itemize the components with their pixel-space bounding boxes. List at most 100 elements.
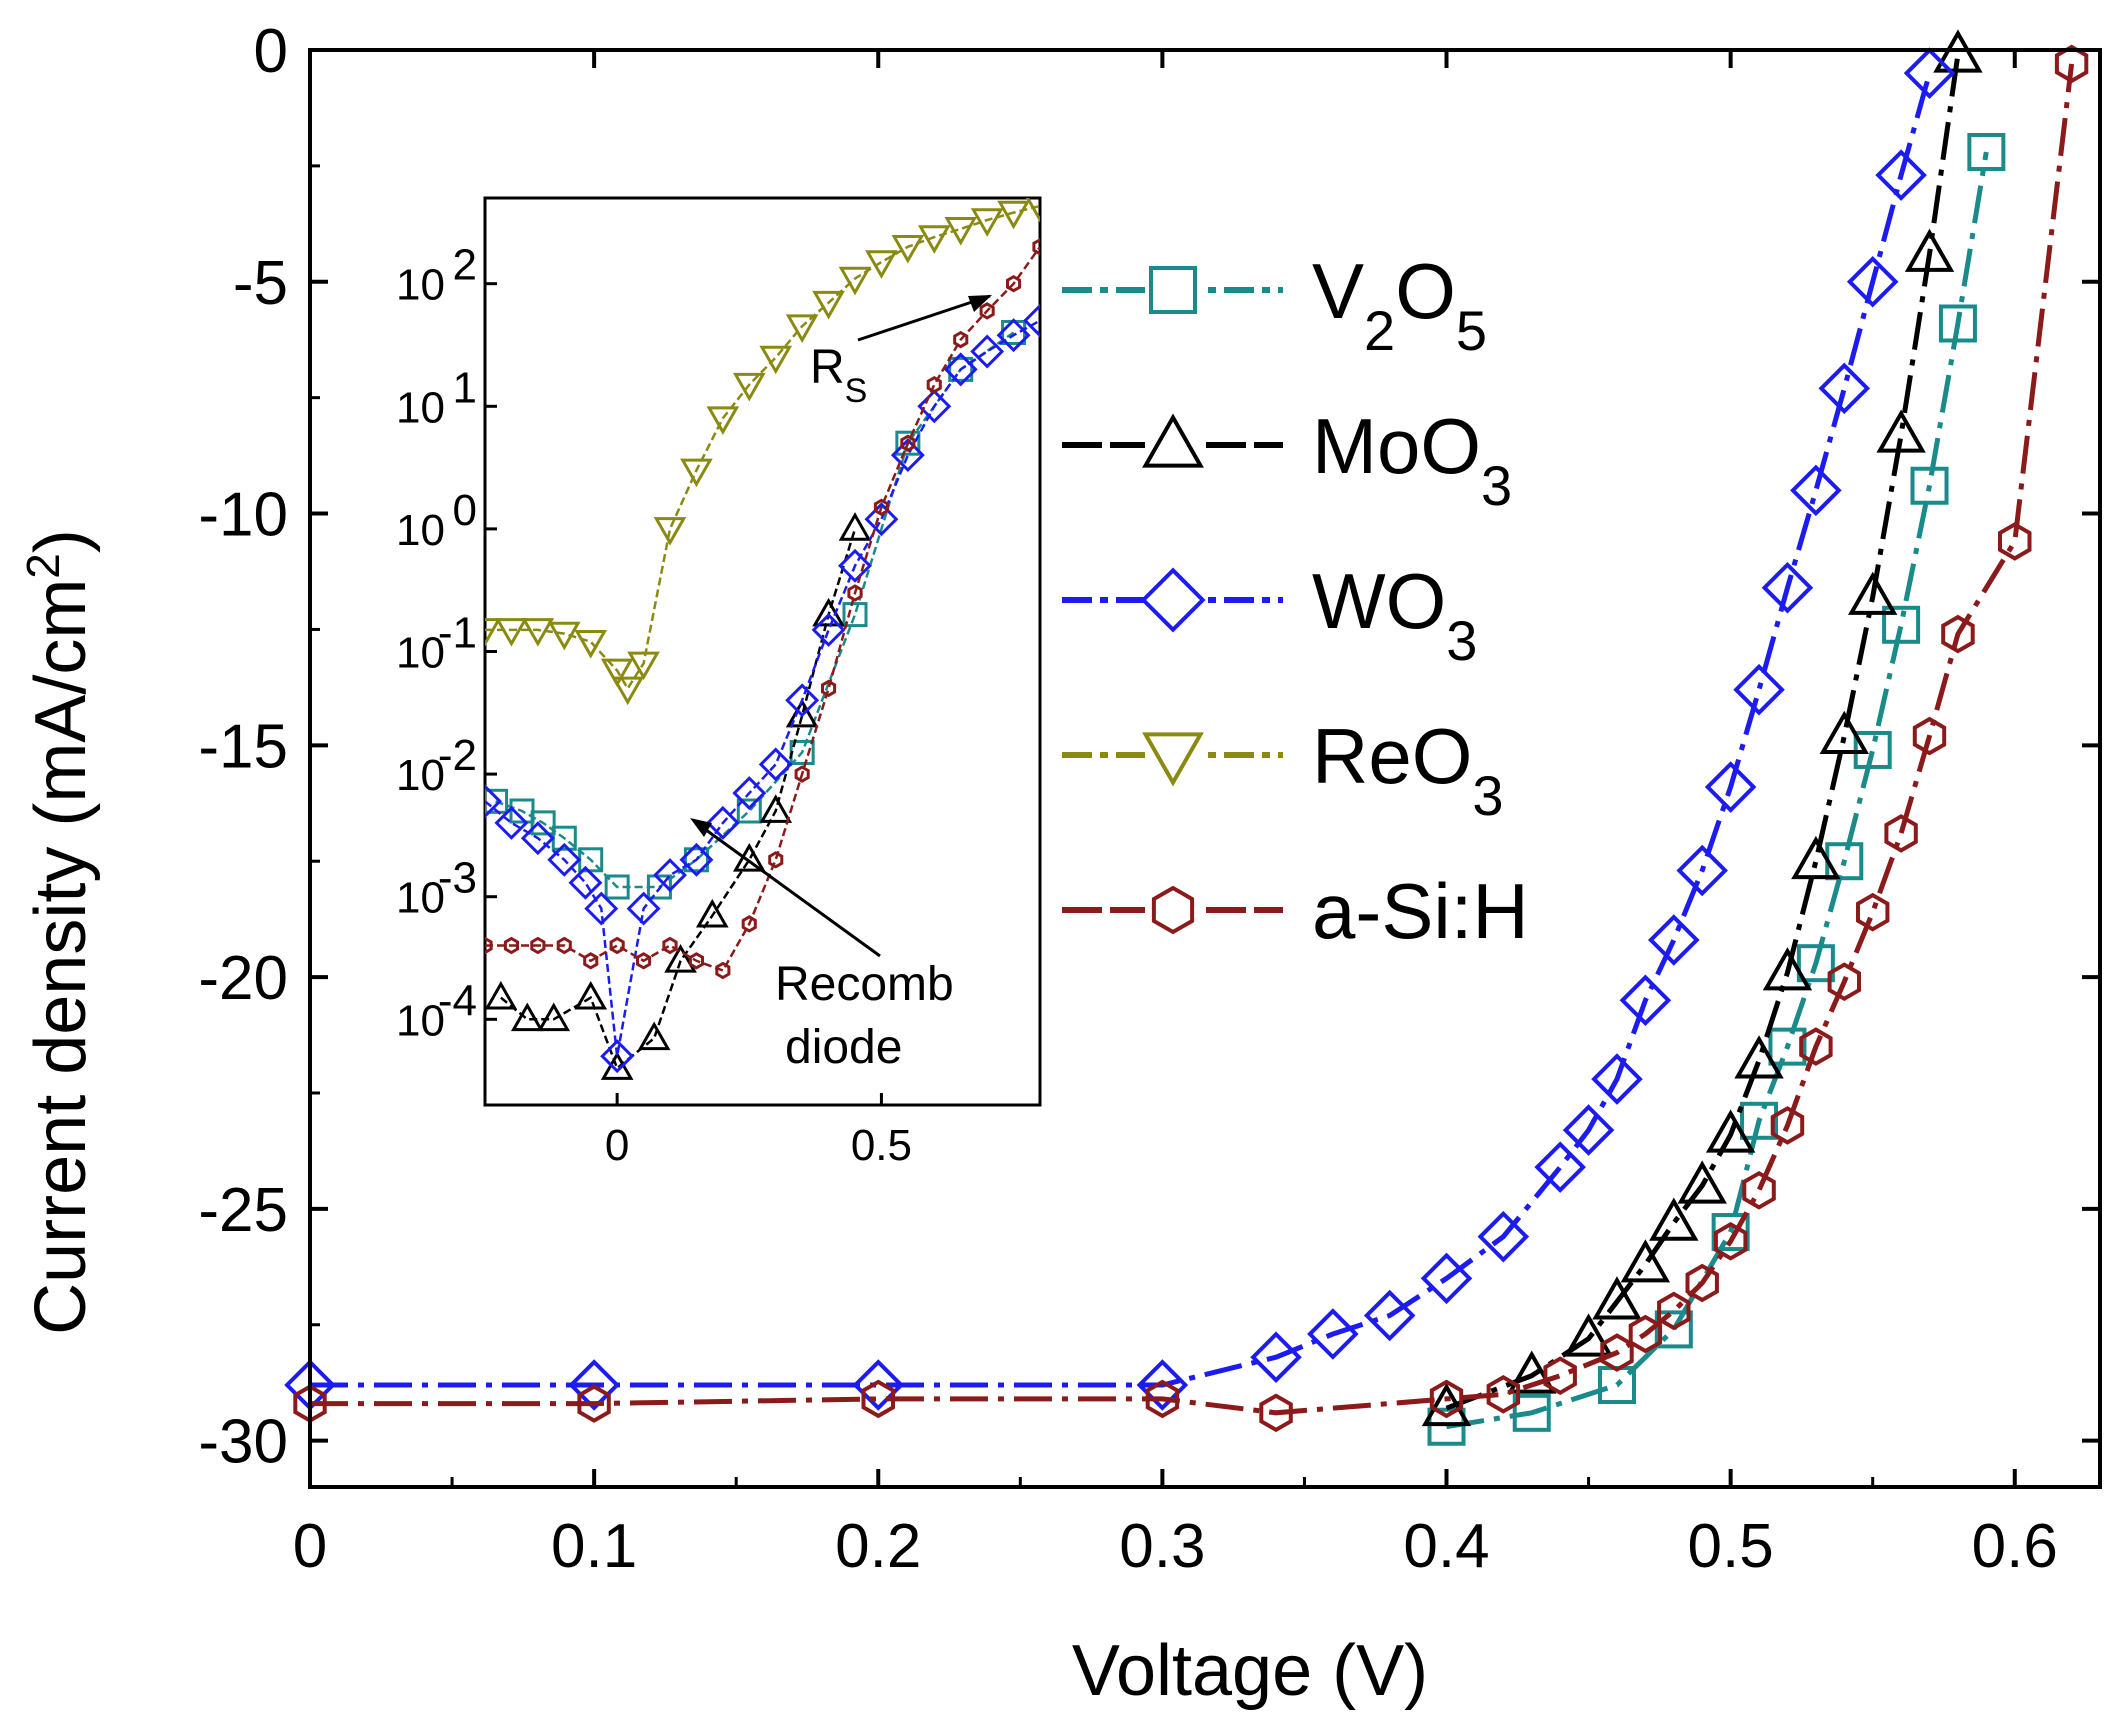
inset-y-tick-label: 10 [396, 383, 445, 432]
inset-data-point [997, 200, 1030, 230]
data-point [1619, 974, 1672, 1027]
data-point [1761, 561, 1814, 614]
inset-data-point [943, 352, 978, 387]
inset-data-point [626, 891, 661, 926]
inset-series-line [495, 331, 1015, 889]
legend-item-MoO3: MoO3 [1062, 402, 1512, 517]
inset-y-tick-exponent: -3 [438, 854, 477, 903]
inset-y-tick-label: 10 [396, 996, 445, 1045]
data-point [1762, 947, 1813, 991]
data-point [577, 1384, 611, 1423]
data-point [1882, 605, 1921, 644]
inset-data-point [811, 612, 846, 647]
inset-data-point [917, 225, 951, 254]
inset-y-tick-exponent: 1 [453, 363, 477, 412]
data-point [1507, 1350, 1557, 1394]
legend-marker [1142, 413, 1204, 468]
inset-data-point [556, 936, 572, 955]
data-point [1421, 1382, 1472, 1427]
inset-data-point [821, 679, 837, 698]
x-axis-title: Voltage (V) [1072, 1631, 1428, 1711]
data-point [2054, 44, 2089, 84]
legend-item-V2O5: V2O5 [1062, 247, 1487, 362]
y-axis-title-main: Current density (mA/cm [21, 579, 101, 1335]
x-tick-label: 0.1 [551, 1512, 637, 1581]
inset-series-line [485, 246, 1040, 973]
data-point [1827, 962, 1861, 1002]
inset-data-point [865, 250, 898, 279]
x-tick-label: 0.5 [1688, 1512, 1774, 1581]
data-point [1998, 522, 2032, 561]
data-point [1512, 1393, 1551, 1432]
data-point [1742, 1170, 1776, 1210]
annotation-rs: RS [810, 341, 867, 410]
data-point [568, 1359, 620, 1411]
data-point [1853, 730, 1892, 769]
inset-data-point [873, 498, 889, 517]
inset-y-tick-label: 10 [396, 629, 445, 678]
inset-data-point [812, 290, 845, 320]
inset-data-point [1006, 274, 1022, 293]
inset-data-point [842, 602, 868, 628]
inset-data-point [646, 874, 672, 900]
inset-data-point [485, 618, 502, 647]
inset-data-point [838, 266, 872, 296]
data-point [1591, 1053, 1643, 1105]
inset-y-tick-label: 10 [396, 751, 445, 800]
data-point [1770, 1106, 1805, 1145]
inset-data-point [510, 1002, 544, 1032]
data-point [1259, 1393, 1293, 1433]
main-plot [284, 29, 2089, 1446]
annotation-recomb-arrow [694, 820, 881, 958]
data-point [1967, 132, 2006, 171]
data-point [1250, 1331, 1302, 1383]
inset-y-tick-exponent: -2 [438, 731, 477, 780]
data-point [1620, 1239, 1671, 1283]
annotation-rs-main: R [810, 341, 845, 394]
annotation-rs-arrow [857, 294, 991, 342]
inset-data-point [759, 345, 793, 375]
inset-data-point [970, 334, 1005, 369]
data-point [1875, 149, 1927, 201]
inset-data-point [485, 784, 502, 819]
data-point [1363, 1289, 1416, 1342]
main-axes: 0 0.1 0.2 0.3 0.4 0.5 0.60-5-10-15-20-25-30 [198, 17, 2102, 1581]
inset-data-point [926, 375, 942, 394]
legend-marker [1151, 885, 1195, 935]
inset-data-point [705, 805, 740, 840]
inset-data-point [895, 430, 921, 456]
inset-data-point [706, 406, 740, 435]
inset-series-line [500, 528, 857, 1071]
inset-data-point [715, 961, 731, 980]
inset-data-point [495, 618, 528, 647]
data-point [861, 1379, 895, 1419]
inset-data-point [662, 936, 678, 955]
inset-data-point [732, 776, 767, 811]
inset-data-point [568, 865, 603, 900]
inset-data-point [953, 330, 969, 349]
data-point [1420, 1252, 1473, 1305]
inset-y-tick-label: 10 [396, 261, 445, 310]
annotation-recomb-arrowhead [690, 818, 712, 837]
data-point [1938, 304, 1977, 343]
inset-data-point [627, 651, 660, 681]
data-point [1136, 1359, 1189, 1411]
inset-data-point [503, 936, 519, 955]
inset-y-tick-label: 10 [396, 874, 445, 923]
inset-data-point [521, 618, 555, 647]
legend-marker [1142, 732, 1204, 787]
y-tick-label: 0 [254, 17, 288, 86]
inset-data-point [530, 810, 556, 836]
inset-data-point [890, 438, 925, 473]
data-point [1910, 466, 1949, 505]
inset-data-point [970, 208, 1004, 237]
inset-data-point [688, 952, 704, 970]
y-tick-label: -30 [198, 1408, 288, 1477]
inset-data-point [604, 874, 630, 900]
data-point [1685, 1263, 1719, 1303]
y-axis-title-sup: 2 [17, 553, 69, 579]
data-point [1733, 663, 1785, 716]
data-point [1649, 1197, 1699, 1241]
data-point [1848, 571, 1898, 615]
data-point [1790, 464, 1842, 517]
